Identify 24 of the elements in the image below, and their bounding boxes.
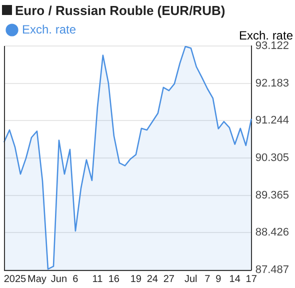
x-tick-label: May <box>28 274 46 285</box>
x-tick-label: 9 <box>216 274 222 285</box>
x-tick-label: 24 <box>146 274 158 285</box>
x-tick-label: 6 <box>72 274 79 285</box>
y-tick-label: 89.365 <box>255 189 290 202</box>
x-tick-label: 19 <box>130 274 142 285</box>
x-tick-label: 2025 <box>4 274 27 285</box>
x-tick-label: Jul <box>184 274 198 285</box>
x-tick-label: 27 <box>163 274 175 285</box>
x-tick-label: 7 <box>204 274 211 285</box>
y-tick-label: 90.305 <box>255 152 290 164</box>
x-tick-label: Jun <box>50 274 68 285</box>
chart-title: Euro / Russian Rouble (EUR/RUB) <box>15 2 226 18</box>
y-tick-label: 93.122 <box>255 40 290 52</box>
x-tick-label: 17 <box>246 274 258 285</box>
x-tick-label: 16 <box>108 274 120 285</box>
legend-label: Exch. rate <box>22 22 76 36</box>
y-tick-label: 92.183 <box>255 77 290 90</box>
y-tick-label: 88.426 <box>255 226 290 239</box>
y-tick-label: 91.244 <box>255 114 290 127</box>
y-axis-title: Exch. rate <box>238 28 294 42</box>
x-tick-label: 11 <box>92 274 104 285</box>
y-tick-label: 87.487 <box>255 264 290 276</box>
x-tick-label: 14 <box>229 274 241 285</box>
